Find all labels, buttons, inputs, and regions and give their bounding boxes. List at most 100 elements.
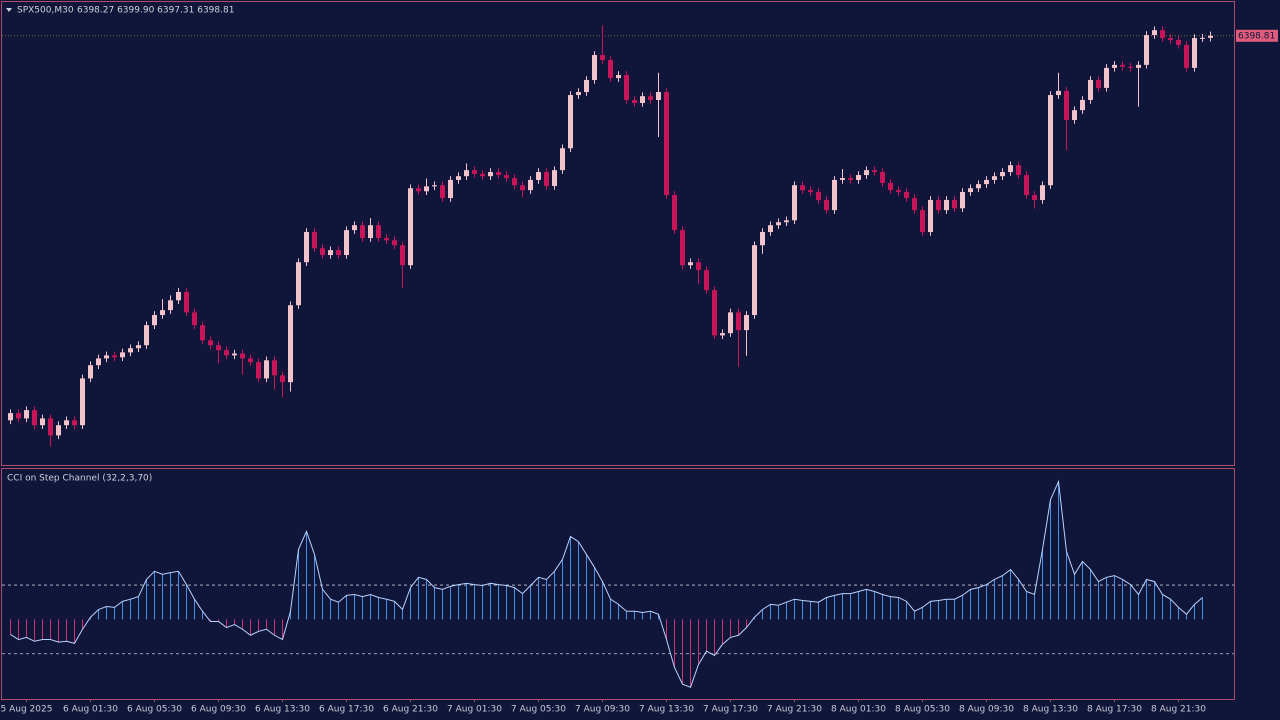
candle-body <box>432 185 437 187</box>
x-tick-label: 7 Aug 17:30 <box>703 705 758 715</box>
candle-body <box>520 185 525 191</box>
candle-body <box>728 312 733 334</box>
candle-body <box>688 262 693 266</box>
candle-body <box>1120 64 1125 67</box>
candle-body <box>472 170 477 174</box>
candle-body <box>176 292 181 301</box>
candle-body <box>360 225 365 239</box>
candle-body <box>616 75 621 79</box>
candle-body <box>696 262 701 271</box>
candle-body <box>536 172 541 180</box>
candle-body <box>1024 175 1029 196</box>
candle-body <box>600 55 605 60</box>
candle-body <box>544 172 549 186</box>
candle-body <box>920 210 925 233</box>
indicator-title: CCI on Step Channel (32,2,3,70) <box>7 474 152 484</box>
candle-body <box>816 192 821 200</box>
label-layer: 6398.81 5 Aug 2025 6 Aug 01:30 6 Aug 05:30 6… <box>1 29 1278 715</box>
candle-body <box>1168 38 1173 40</box>
candle-body <box>928 199 933 233</box>
candle-body <box>664 92 669 196</box>
candle-body <box>968 188 973 193</box>
candle-body <box>448 179 453 199</box>
cci-line <box>10 479 1203 688</box>
x-tick-label: 7 Aug 05:30 <box>511 705 566 715</box>
candle-body <box>376 225 381 239</box>
candle-body <box>608 59 613 79</box>
candle-body <box>872 170 877 173</box>
candle-body <box>896 190 901 193</box>
candle-body <box>480 173 485 177</box>
last-price-box <box>1236 29 1278 42</box>
price-panel-frame <box>1 1 1235 466</box>
x-tick-label: 7 Aug 13:30 <box>639 705 694 715</box>
candle-body <box>1176 39 1181 45</box>
candle-body <box>808 190 813 193</box>
mark-layer <box>8 25 1213 688</box>
candle-body <box>792 185 797 221</box>
candle-body <box>560 148 565 171</box>
candle-body <box>336 250 341 256</box>
candle-body <box>88 365 93 379</box>
candle-body <box>1128 66 1133 68</box>
candle-body <box>984 179 989 185</box>
candle-body <box>280 375 285 383</box>
candle-body <box>504 175 509 179</box>
candle-body <box>96 358 101 366</box>
candle-body <box>912 198 917 211</box>
candle-body <box>488 172 493 177</box>
candle-body <box>632 99 637 103</box>
candle-body <box>1056 90 1061 96</box>
symbol-menu-arrow[interactable] <box>6 8 12 12</box>
candle-body <box>328 250 333 256</box>
candle-body <box>624 75 629 100</box>
candle-body <box>48 418 53 436</box>
candle-body <box>800 185 805 191</box>
candle-body <box>864 170 869 176</box>
candle-body <box>1000 172 1005 177</box>
candle-body <box>216 345 221 351</box>
candle-body <box>1160 30 1165 39</box>
candle-body <box>704 270 709 291</box>
candle-body <box>776 222 781 226</box>
candle-body <box>888 182 893 191</box>
candle-body <box>1104 67 1109 88</box>
candle-body <box>136 345 141 349</box>
candle-body <box>768 225 773 233</box>
candle-body <box>936 199 941 211</box>
candle-body <box>856 175 861 180</box>
candle-body <box>640 96 645 103</box>
x-tick-label: 6 Aug 21:30 <box>383 705 438 715</box>
candle-body <box>736 312 741 331</box>
candle-body <box>192 312 197 326</box>
candle-body <box>1096 79 1101 88</box>
candle-body <box>264 360 269 379</box>
candle-body <box>880 172 885 183</box>
candle-body <box>1072 110 1077 120</box>
candle-body <box>296 262 301 306</box>
candle-body <box>680 230 685 266</box>
candle-body <box>400 245 405 266</box>
candle-body <box>1032 195 1037 200</box>
x-tick-label: 8 Aug 01:30 <box>831 705 886 715</box>
candle-body <box>824 199 829 211</box>
candle-body <box>1112 64 1117 68</box>
candle-body <box>8 413 13 421</box>
candle-body <box>1136 64 1141 68</box>
candle-body <box>312 232 317 249</box>
x-tick-label: 8 Aug 21:30 <box>1151 705 1206 715</box>
candle-body <box>648 96 653 100</box>
candle-body <box>584 79 589 93</box>
candle-body <box>384 238 389 241</box>
candle-body <box>144 325 149 346</box>
candle-body <box>24 410 29 419</box>
candle-body <box>72 420 77 426</box>
x-tick-label: 7 Aug 01:30 <box>447 705 502 715</box>
candle-body <box>232 353 237 356</box>
candle-body <box>992 176 997 180</box>
candle-body <box>568 95 573 149</box>
candle-body <box>952 199 957 209</box>
candle-body <box>1152 30 1157 36</box>
candle-body <box>1080 99 1085 111</box>
candle-body <box>496 172 501 176</box>
